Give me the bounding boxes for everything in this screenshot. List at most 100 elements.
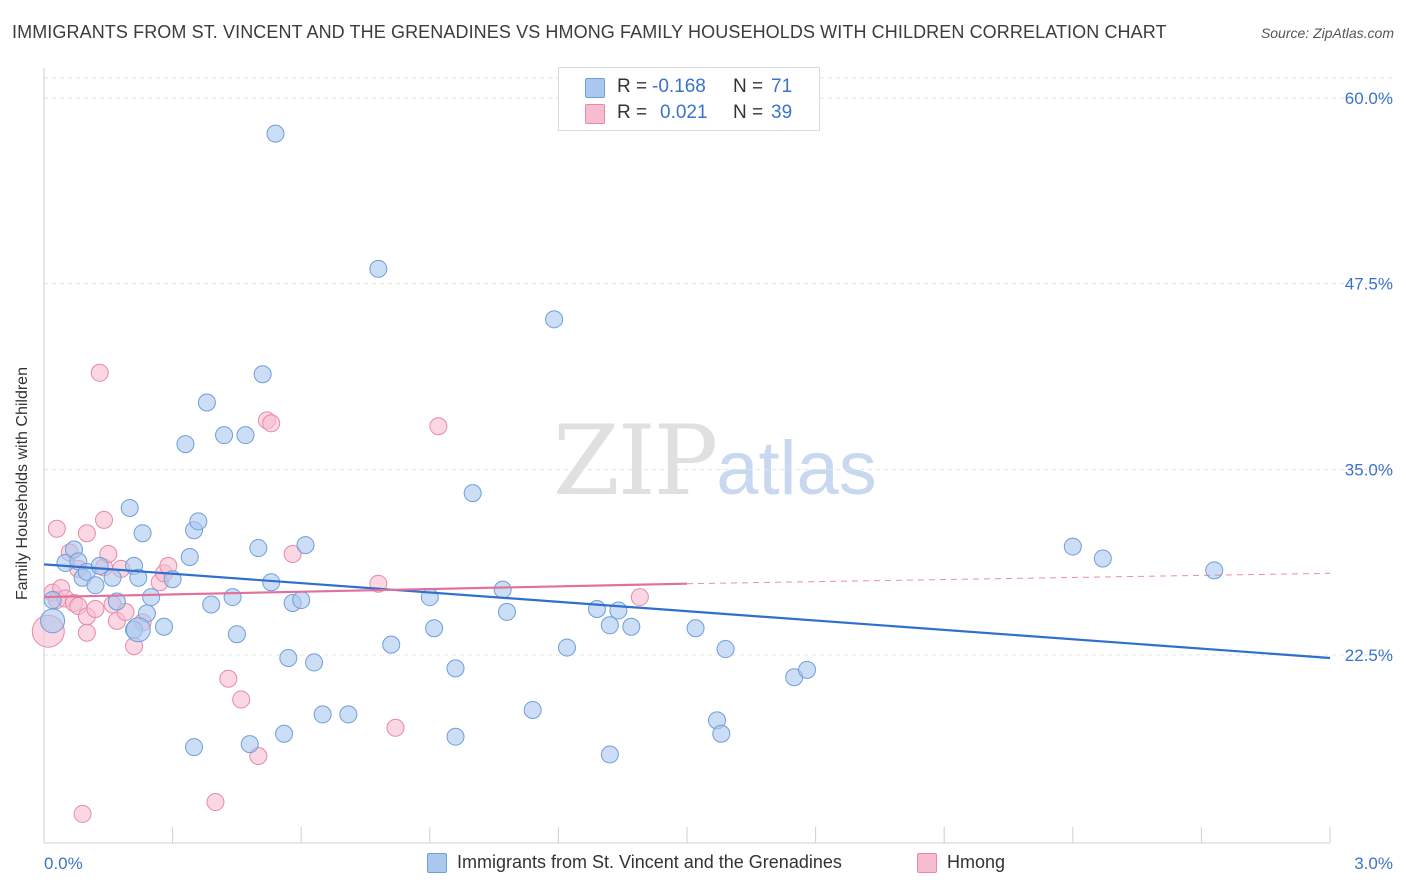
immigrants-point <box>600 745 619 764</box>
legend-r-label: R = <box>617 76 648 97</box>
axes <box>43 68 1331 844</box>
hmong-trend-line <box>43 582 688 599</box>
hmong-point <box>86 599 105 618</box>
immigrants-point <box>86 576 105 595</box>
immigrants-point <box>600 616 619 635</box>
immigrants-point <box>266 124 285 143</box>
bottom-legend-label-hmong: Hmong <box>947 852 1006 872</box>
immigrants-point <box>425 619 444 638</box>
immigrants-point <box>40 608 66 634</box>
immigrants-point <box>155 617 174 636</box>
immigrants-point <box>129 568 148 587</box>
immigrants-point <box>180 547 199 566</box>
tick-labels: 22.5% 35.0% 47.5% 60.0% 0.0% 3.0% <box>44 89 1393 873</box>
immigrants-point <box>369 259 388 278</box>
hmong-point <box>219 669 238 688</box>
immigrants-point <box>1093 549 1112 568</box>
immigrants-point <box>712 724 731 743</box>
hmong-point <box>95 510 114 529</box>
immigrants-point <box>493 580 512 599</box>
hmong-point <box>77 524 96 543</box>
immigrants-points <box>40 124 1224 764</box>
immigrants-point <box>292 591 311 610</box>
trend-lines <box>43 563 1331 660</box>
hmong-point <box>283 544 302 563</box>
x-tick-label: 3.0% <box>1354 854 1393 873</box>
chart-title: IMMIGRANTS FROM ST. VINCENT AND THE GREN… <box>12 22 1167 42</box>
immigrants-point <box>103 568 122 587</box>
immigrants-point <box>798 660 817 679</box>
immigrants-point <box>587 599 606 618</box>
legend-r-label: R = <box>617 102 648 123</box>
immigrants-point <box>107 592 126 611</box>
immigrants-point <box>275 724 294 743</box>
legend-n-label: N = <box>733 76 764 97</box>
immigrants-point <box>249 539 268 558</box>
immigrants-point <box>142 588 161 607</box>
hmong-point <box>262 414 281 433</box>
legend-r-value: 0.021 <box>660 102 708 123</box>
immigrants-point <box>382 635 401 654</box>
immigrants-point <box>609 601 628 620</box>
immigrants-trend-line <box>43 563 1331 660</box>
immigrants-point <box>686 619 705 638</box>
immigrants-point <box>446 659 465 678</box>
y-tick-label: 35.0% <box>1345 460 1393 479</box>
immigrants-point <box>622 617 641 636</box>
immigrants-point <box>716 640 735 659</box>
correlation-legend: R = -0.168 N = 71 R = 0.021 N = 39 <box>558 67 820 131</box>
immigrants-point <box>227 625 246 644</box>
y-tick-label: 47.5% <box>1345 275 1393 294</box>
legend-r-value: -0.168 <box>652 76 706 97</box>
immigrants-point <box>339 705 358 724</box>
watermark: ZIPatlas <box>553 405 877 517</box>
hmong-point <box>386 718 405 737</box>
immigrants-point <box>305 653 324 672</box>
immigrants-point <box>215 426 234 445</box>
immigrants-point <box>279 648 298 667</box>
hmong-point <box>73 804 92 823</box>
immigrants-point <box>1205 561 1224 580</box>
immigrants-point <box>125 617 151 643</box>
immigrants-point <box>557 638 576 657</box>
immigrants-point <box>523 700 542 719</box>
immigrants-point <box>313 705 332 724</box>
y-tick-label: 60.0% <box>1345 89 1393 108</box>
hmong-point <box>206 793 225 812</box>
immigrants-point <box>296 536 315 555</box>
immigrants-point <box>463 484 482 503</box>
legend-n-value: 39 <box>771 102 793 123</box>
immigrants-point <box>185 738 204 757</box>
immigrants-point <box>446 727 465 746</box>
hmong-point <box>90 363 109 382</box>
watermark-atlas: atlas <box>716 426 877 511</box>
hmong-point <box>429 417 448 436</box>
bottom-legend-swatch-immigrants <box>427 853 447 873</box>
immigrants-point <box>545 310 564 329</box>
hmong-point <box>47 519 66 538</box>
legend-n-value: 71 <box>771 76 793 97</box>
bottom-legend-label-immigrants: Immigrants from St. Vincent and the Gren… <box>457 852 842 872</box>
immigrants-point <box>133 524 152 543</box>
immigrants-point <box>240 735 259 754</box>
hmong-point <box>232 690 251 709</box>
immigrants-point <box>223 588 242 607</box>
watermark-zip: ZIP <box>553 405 718 517</box>
immigrants-point <box>176 435 195 454</box>
immigrants-point <box>189 512 208 531</box>
hmong-trend-line-dashed <box>686 572 1331 585</box>
immigrants-point <box>253 365 272 384</box>
legend-swatch-immigrants <box>585 78 605 98</box>
hmong-point <box>630 588 649 607</box>
immigrants-point <box>197 393 216 412</box>
x-tick-label: 0.0% <box>44 854 83 873</box>
legend-swatch-hmong <box>585 104 605 124</box>
immigrants-point <box>202 595 221 614</box>
immigrants-point <box>497 602 516 621</box>
bottom-legend-swatch-hmong <box>917 853 937 873</box>
legend-n-label: N = <box>733 102 764 123</box>
y-tick-label: 22.5% <box>1345 646 1393 665</box>
hmong-points <box>31 363 649 823</box>
grid-lines <box>44 77 1392 656</box>
